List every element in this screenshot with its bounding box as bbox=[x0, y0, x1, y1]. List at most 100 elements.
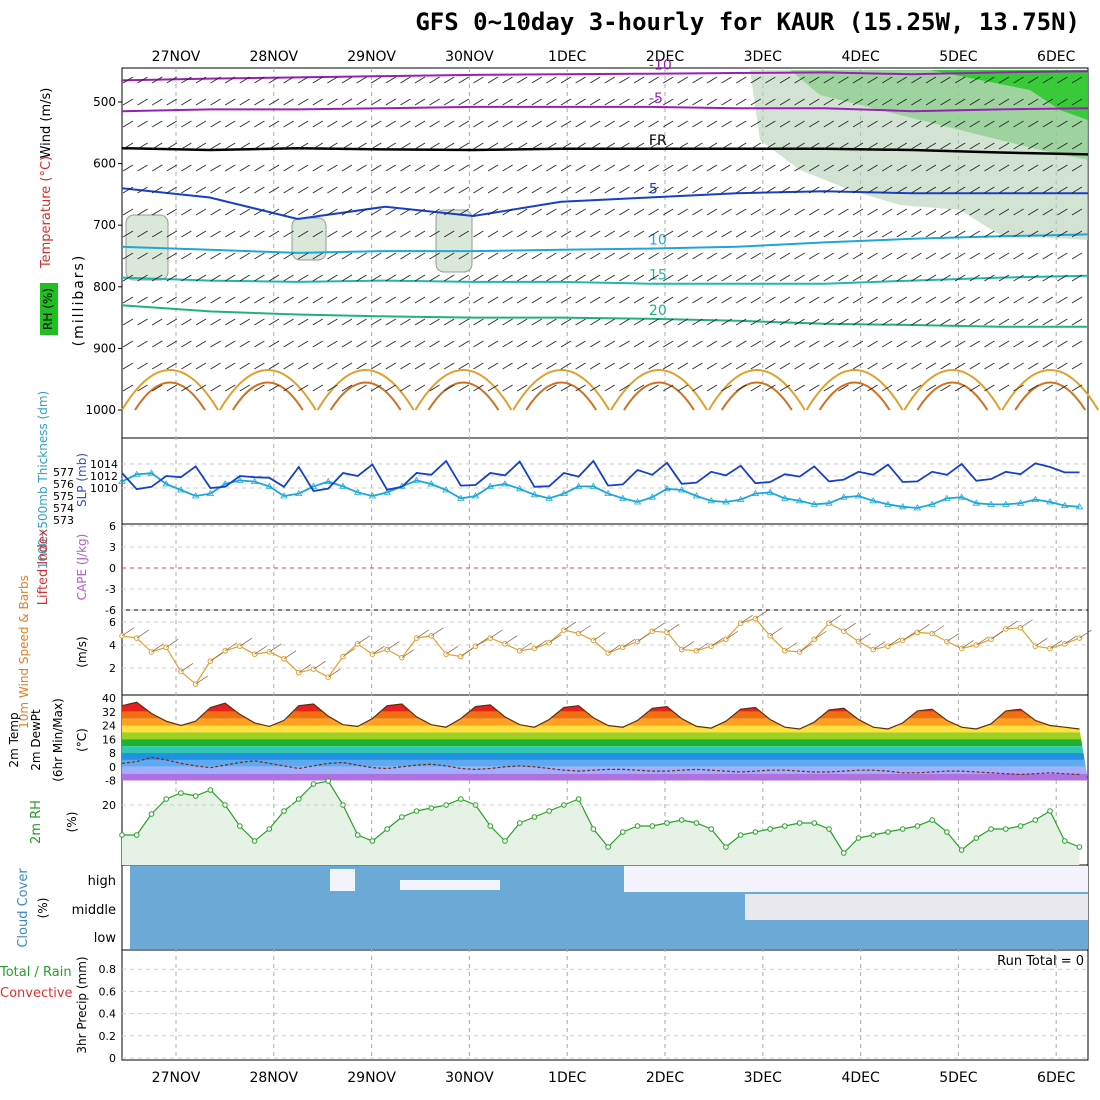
wind-barb bbox=[619, 384, 630, 392]
wind-barb-10m bbox=[136, 629, 149, 639]
wind-barb bbox=[808, 142, 820, 150]
wind-barb bbox=[224, 186, 236, 194]
wind-barb bbox=[896, 186, 908, 194]
wind-barb-10m bbox=[637, 633, 650, 642]
wind-barb bbox=[604, 76, 616, 84]
wind-barb bbox=[458, 340, 470, 348]
wind-barb bbox=[677, 252, 689, 260]
wind-barb bbox=[735, 208, 747, 216]
wind-barb bbox=[473, 98, 484, 106]
wind-barb bbox=[677, 362, 689, 370]
temp-tick-label: 16 bbox=[102, 733, 116, 746]
wind-barb bbox=[940, 384, 951, 392]
wind-barb bbox=[254, 384, 265, 392]
wind-barb bbox=[998, 230, 1010, 238]
thickness-point bbox=[957, 493, 966, 500]
wind-barb bbox=[312, 340, 324, 348]
wind-barb bbox=[925, 98, 937, 106]
wind-barb bbox=[852, 340, 864, 348]
wind-barb bbox=[808, 384, 820, 392]
wind-barb bbox=[969, 362, 981, 370]
wind-barb bbox=[443, 362, 455, 370]
wind-barb bbox=[750, 318, 762, 326]
wind-barb-10m bbox=[254, 645, 267, 655]
axis-label-precip: 3hr Precip (mm) bbox=[75, 956, 89, 1053]
contour-25 bbox=[218, 369, 317, 411]
wind-barb bbox=[589, 208, 601, 216]
wind-barb bbox=[575, 274, 586, 282]
wind-barb bbox=[794, 208, 805, 216]
wind-barb bbox=[1013, 362, 1024, 370]
wind-barb bbox=[998, 120, 1010, 128]
wind-barb bbox=[940, 296, 951, 304]
wind-barb bbox=[400, 362, 411, 370]
thickness-point bbox=[663, 485, 671, 492]
wind-barb bbox=[195, 98, 207, 106]
rh-point bbox=[826, 826, 832, 832]
wind-barb bbox=[458, 362, 470, 370]
wind-barb bbox=[1057, 362, 1068, 370]
wind-barb bbox=[911, 340, 922, 348]
wind-barb-10m bbox=[887, 637, 901, 647]
wind-barb bbox=[677, 230, 689, 238]
wind-barb bbox=[443, 186, 455, 194]
wind-barb bbox=[838, 164, 849, 172]
wind-barb-10m bbox=[843, 622, 856, 632]
wind-barb bbox=[341, 164, 353, 172]
wind-barb bbox=[1057, 384, 1068, 392]
wind-barb bbox=[268, 252, 280, 260]
wind-barb bbox=[911, 230, 922, 238]
wind-barb bbox=[137, 252, 148, 260]
wind-barb bbox=[502, 186, 513, 194]
wind-barb bbox=[1071, 186, 1083, 194]
wind-barb bbox=[487, 142, 499, 150]
thickness-point bbox=[530, 491, 539, 498]
wind-barb bbox=[750, 274, 762, 282]
wind-barb bbox=[400, 164, 411, 172]
wind-barb bbox=[808, 120, 820, 128]
wind-tick-label: 4 bbox=[109, 639, 116, 652]
wind-barb bbox=[458, 76, 470, 84]
wind-barb bbox=[560, 98, 572, 106]
wind-barb bbox=[808, 230, 820, 238]
wind-barb bbox=[560, 76, 572, 84]
wind-barb bbox=[224, 274, 236, 282]
wind-barb-10m bbox=[504, 635, 518, 645]
wind-barb bbox=[619, 296, 630, 304]
wind-barb bbox=[881, 164, 893, 172]
thickness-point bbox=[795, 497, 804, 504]
wind-barb bbox=[458, 318, 470, 326]
wind-barb bbox=[546, 296, 557, 304]
rh-point bbox=[958, 847, 965, 853]
wind-barb bbox=[765, 230, 776, 238]
wind-barb bbox=[327, 230, 338, 238]
wind-barb bbox=[604, 208, 616, 216]
wind-barb bbox=[662, 142, 674, 150]
wind-barb bbox=[560, 274, 572, 282]
wind-barb bbox=[254, 230, 265, 238]
wind-barb bbox=[794, 274, 805, 282]
wind-barb bbox=[385, 296, 397, 304]
contour-30 bbox=[231, 381, 304, 411]
wind-barb-10m bbox=[696, 642, 709, 652]
isotherm--5 bbox=[121, 105, 1089, 113]
wind-barb bbox=[122, 340, 134, 348]
wind-barb-10m bbox=[328, 668, 341, 678]
wind-barb bbox=[400, 76, 411, 84]
thickness-point bbox=[133, 470, 141, 477]
wind-barb bbox=[312, 186, 324, 194]
wind-barb bbox=[254, 274, 265, 282]
contour-25 bbox=[1001, 369, 1100, 411]
wind-barb bbox=[341, 230, 353, 238]
rh-point bbox=[413, 808, 420, 814]
wind-barb bbox=[254, 362, 265, 370]
wind-barb bbox=[706, 120, 718, 128]
wind-barb bbox=[224, 142, 236, 150]
wind-barb bbox=[765, 252, 776, 260]
wind-barb bbox=[356, 340, 367, 348]
wind-barb bbox=[969, 76, 981, 84]
wind-barb bbox=[268, 274, 280, 282]
wind-barb bbox=[881, 208, 893, 216]
wind-barb-10m bbox=[195, 675, 208, 685]
wind-barb-10m bbox=[711, 637, 724, 647]
